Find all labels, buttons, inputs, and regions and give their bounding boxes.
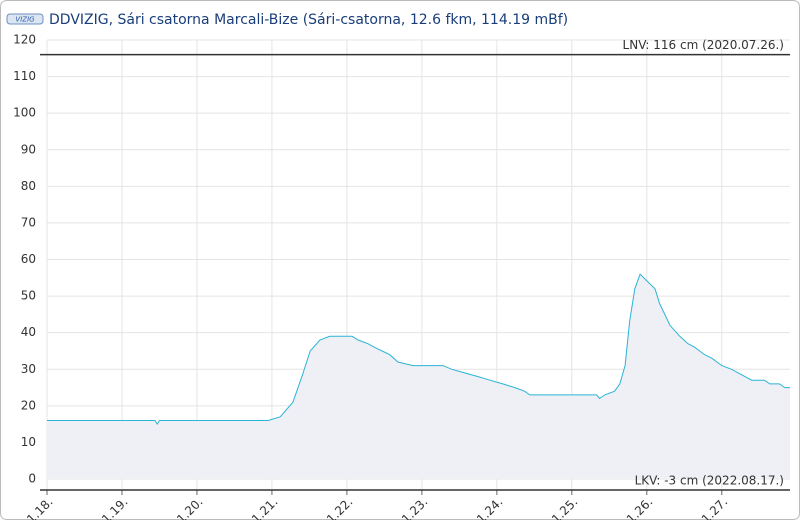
reference-label: LNV: 116 cm (2020.07.26.) xyxy=(623,38,784,52)
y-tick-label: 80 xyxy=(21,179,36,193)
y-tick-label: 20 xyxy=(21,398,36,412)
y-tick-label: 100 xyxy=(13,106,36,120)
line xyxy=(47,273,790,426)
y-tick-label: 70 xyxy=(21,215,36,229)
y-tick-label: 40 xyxy=(21,325,36,339)
y-tick-label: 110 xyxy=(13,69,36,83)
chart-title: DDVIZIG, Sári csatorna Marcali-Bize (Sár… xyxy=(49,12,568,28)
y-tick-label: 0 xyxy=(28,472,36,486)
reference-label: LKV: -3 cm (2022.08.17.) xyxy=(635,474,784,488)
y-tick-label: 60 xyxy=(21,252,36,266)
svg-text:VIZIG: VIZIG xyxy=(15,16,35,24)
logo: VIZIG xyxy=(6,13,44,25)
y-tick-label: 50 xyxy=(21,289,36,303)
area xyxy=(47,274,790,480)
y-tick-label: 10 xyxy=(21,435,36,449)
y-tick-label: 30 xyxy=(21,362,36,376)
y-tick-label: 120 xyxy=(13,33,36,47)
y-tick-label: 90 xyxy=(21,142,36,156)
